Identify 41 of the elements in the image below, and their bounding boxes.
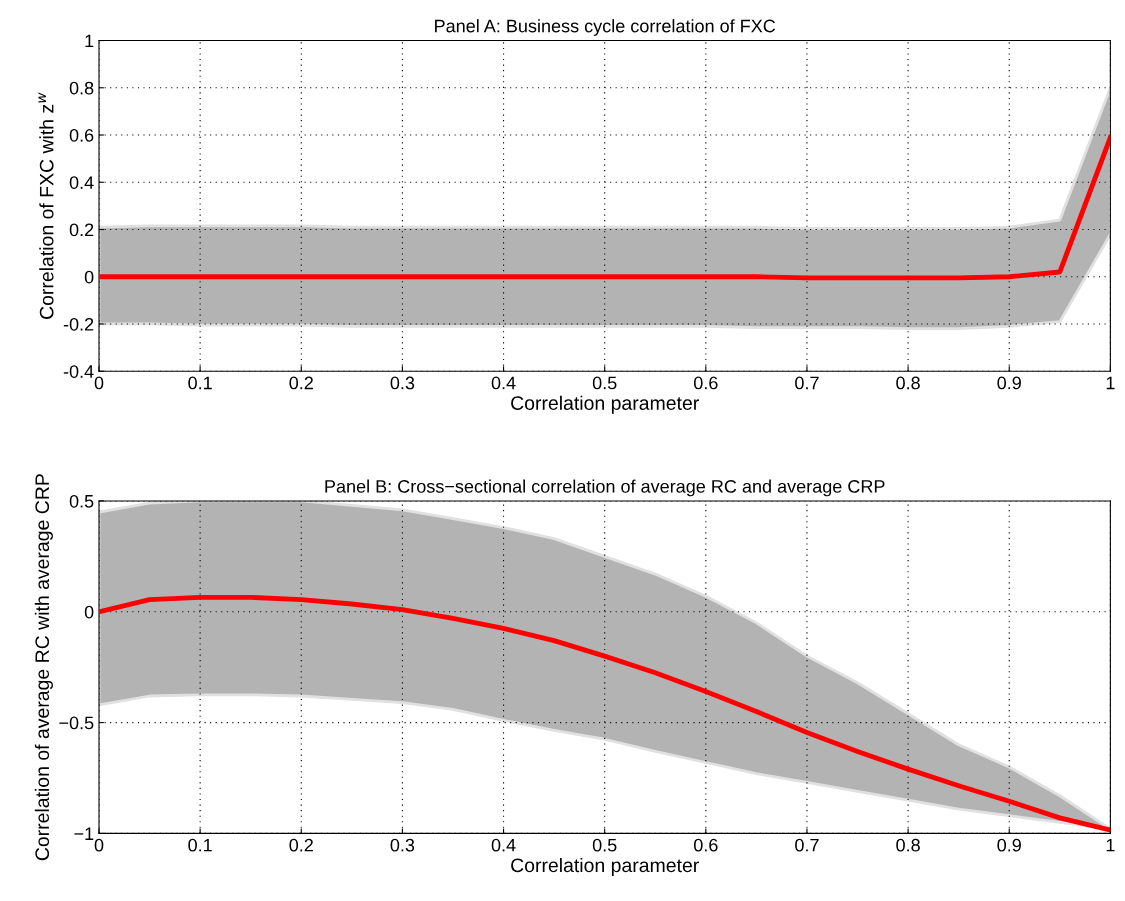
- x-tick-label: 0.2: [289, 376, 313, 390]
- y-tick-label: −0.5: [59, 716, 94, 730]
- x-tick-label: 1: [1106, 376, 1115, 390]
- x-tick-label: 0.5: [592, 838, 617, 852]
- chart-title: Panel B: Cross−sectional correlation of average RC and average CRP: [325, 479, 885, 497]
- x-tick-label: 0: [94, 838, 104, 852]
- y-axis-title: Correlation of FXC with z$^{w}$: [38, 92, 54, 319]
- x-axis-title: Correlation parameter: [511, 857, 699, 877]
- x-tick-label: 0.8: [896, 838, 920, 852]
- x-tick-label: 0.3: [390, 376, 415, 390]
- x-axis-title: Correlation parameter: [511, 395, 699, 414]
- x-tick-label: 0.8: [896, 376, 920, 390]
- x-tick-label: 0.3: [390, 838, 415, 852]
- y-tick-label: 0.8: [69, 81, 94, 95]
- x-tick-label: 0.1: [188, 376, 212, 390]
- x-tick-label: 0: [94, 376, 104, 390]
- y-axis-title: Correlation of average RC with average CRP: [34, 474, 53, 861]
- x-tick-label: 0.4: [491, 838, 516, 852]
- x-tick-label: 0.7: [795, 838, 819, 852]
- y-tick-label: 0.4: [69, 176, 94, 189]
- y-tick-label: 1: [85, 34, 94, 48]
- x-tick-label: 0.9: [997, 376, 1021, 390]
- x-tick-label: 0.1: [188, 838, 212, 852]
- y-tick-label: -0.2: [63, 317, 94, 331]
- x-tick-label: 0.6: [693, 376, 718, 390]
- x-tick-label: 0.5: [592, 376, 617, 390]
- y-tick-label: 0.5: [69, 494, 94, 508]
- x-tick-label: 0.4: [491, 376, 516, 390]
- x-tick-label: 0.6: [693, 838, 718, 852]
- chart-title: Panel A: Business cycle correlation of FXC: [435, 19, 776, 36]
- y-tick-label: 0.2: [69, 223, 94, 237]
- y-tick-label: 0.6: [69, 128, 94, 142]
- x-tick-label: 0.2: [289, 838, 313, 852]
- y-tick-label: -0.4: [63, 365, 94, 378]
- x-tick-label: 1: [1106, 838, 1115, 852]
- y-tick-label: 0: [84, 270, 94, 284]
- y-tick-label: −1: [74, 827, 94, 840]
- y-tick-label: 0: [84, 605, 94, 619]
- x-tick-label: 0.9: [997, 838, 1021, 852]
- x-tick-label: 0.7: [795, 376, 819, 390]
- line-series: [99, 134, 1111, 281]
